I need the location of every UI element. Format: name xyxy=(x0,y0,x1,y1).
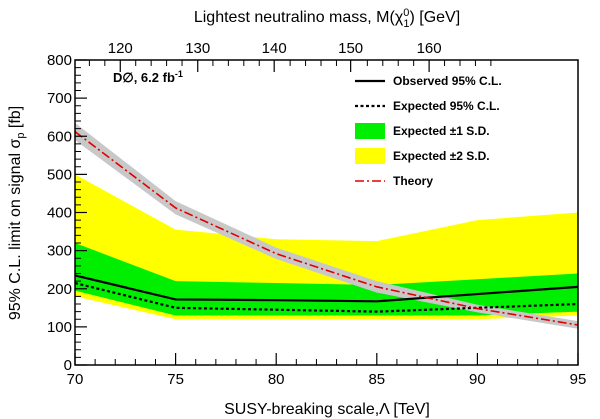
top-tick-label: 160 xyxy=(417,40,442,57)
legend-label-0: Observed 95% C.L. xyxy=(393,74,502,88)
x-tick-label: 75 xyxy=(167,371,184,388)
y-tick-label: 800 xyxy=(47,52,72,69)
y-tick-label: 400 xyxy=(47,205,72,222)
curves-layer xyxy=(74,131,579,326)
legend-swatch-2 xyxy=(355,123,385,139)
y-tick-label: 200 xyxy=(47,281,72,298)
top-tick-label: 130 xyxy=(185,40,210,57)
y-tick-label: 300 xyxy=(47,243,72,260)
y-tick-label: 500 xyxy=(47,166,72,183)
legend-label-3: Expected ±2 S.D. xyxy=(393,149,490,163)
x-tick-label: 95 xyxy=(570,371,587,388)
y-tick-label: 700 xyxy=(47,90,72,107)
band-1sd xyxy=(75,243,578,316)
legend: Observed 95% C.L. Expected 95% C.L. Expect… xyxy=(355,74,502,188)
ticks-layer: 70 75 80 85 90 95 0 100 200 300 400 500 600 700 800 120… xyxy=(47,40,586,388)
top-tick-label: 150 xyxy=(338,40,363,57)
bands-layer xyxy=(75,122,578,329)
y-axis-title: 95% C.L. limit on signal σp [fb] xyxy=(7,106,27,320)
top-tick-label: 140 xyxy=(262,40,287,57)
series-line-0 xyxy=(74,274,579,303)
legend-label-4: Theory xyxy=(393,174,433,188)
series-line-1 xyxy=(74,281,579,313)
x-tick-label: 80 xyxy=(268,371,285,388)
legend-swatch-3 xyxy=(355,148,385,164)
y-tick-label: 100 xyxy=(47,319,72,336)
series-line-2 xyxy=(74,131,579,326)
x-tick-label: 70 xyxy=(67,371,84,388)
legend-label-1: Expected 95% C.L. xyxy=(393,99,500,113)
legend-label-2: Expected ±1 S.D. xyxy=(393,124,490,138)
x-tick-label: 90 xyxy=(469,371,486,388)
top-tick-label: 120 xyxy=(108,40,133,57)
y-tick-label: 0 xyxy=(64,357,72,374)
top-axis-title: Lightest neutralino mass, M(χ0 1) [GeV] xyxy=(194,7,460,30)
x-tick-label: 85 xyxy=(368,371,385,388)
x-axis-title: SUSY-breaking scale,Λ [TeV] xyxy=(224,401,430,418)
y-tick-label: 600 xyxy=(47,128,72,145)
experiment-label: D∅, 6.2 fb-1 xyxy=(113,69,183,85)
